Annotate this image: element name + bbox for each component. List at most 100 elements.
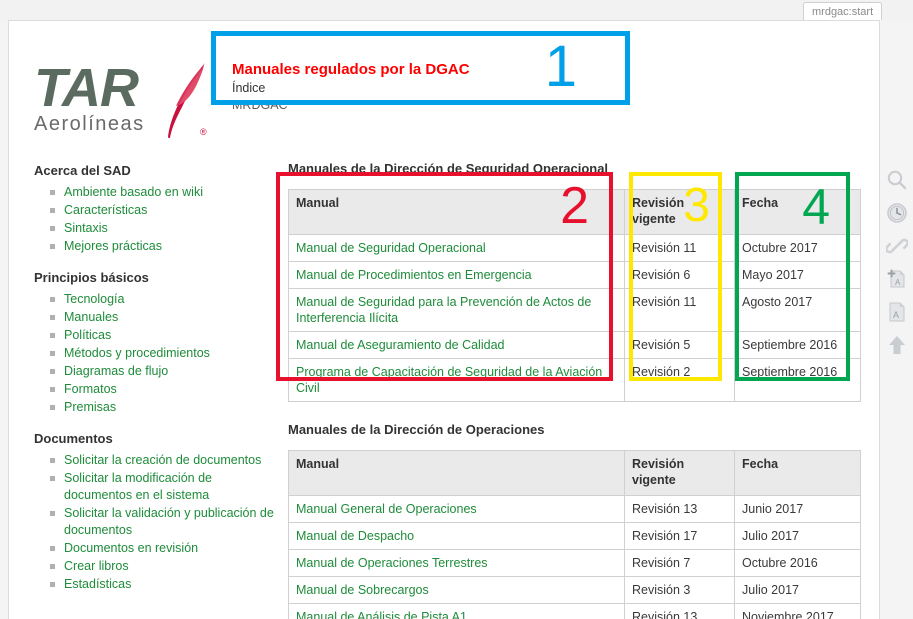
table-cell: Octubre 2016 <box>734 549 861 577</box>
sidebar-item[interactable]: Estadísticas <box>50 576 279 593</box>
title-panel: Manuales regulados por la DGAC Índice MR… <box>222 54 639 126</box>
table-caption: Manuales de la Dirección de Operaciones <box>288 422 545 437</box>
sidebar-section-list: Solicitar la creación de documentos Solic… <box>34 452 279 593</box>
manual-table-block: Manuales de la Dirección de Seguridad Op… <box>288 161 868 402</box>
column-header: Manual <box>288 450 625 496</box>
sidebar-item[interactable]: Características <box>50 202 279 219</box>
browser-tab-mrdgac[interactable]: mrdgac:start <box>803 2 883 20</box>
backlinks-chain-icon[interactable] <box>885 234 909 258</box>
manual-link-cell[interactable]: Manual de Seguridad Operacional <box>288 234 625 262</box>
sidebar-item[interactable]: Sintaxis <box>50 220 279 237</box>
table-row: Manual de Seguridad Operacional Revisión … <box>288 234 861 262</box>
sidebar-item[interactable]: Formatos <box>50 381 279 398</box>
manual-table-block: Manuales de la Dirección de Operaciones M… <box>288 422 868 619</box>
table-cell: Noviembre 2017 <box>734 603 861 619</box>
page-title: Manuales regulados por la DGAC <box>232 61 470 78</box>
table-row: Manual de Operaciones Terrestres Revisión… <box>288 549 861 577</box>
back-to-top-icon[interactable] <box>885 333 909 357</box>
sidebar-item[interactable]: Diagramas de flujo <box>50 363 279 380</box>
table-cell: Revisión 6 <box>624 261 735 289</box>
page-card: TAR Aerolíneas ® Manuales regulados por … <box>8 20 880 619</box>
logo-subtext: Aerolíneas <box>34 113 145 135</box>
table-cell: Revisión 13 <box>624 603 735 619</box>
sidebar-item[interactable]: Solicitar la creación de documentos <box>50 452 279 469</box>
manual-link-cell[interactable]: Manual de Análisis de Pista A1 <box>288 603 625 619</box>
table-cell: Septiembre 2016 <box>734 331 861 359</box>
table-cell: Revisión 7 <box>624 549 735 577</box>
table-cell: Octubre 2017 <box>734 234 861 262</box>
page-code: MRDGAC <box>232 98 288 112</box>
manual-link-cell[interactable]: Manual de Aseguramiento de Calidad <box>288 331 625 359</box>
sidebar-item[interactable]: Manuales <box>50 309 279 326</box>
table-row: Manual de Sobrecargos Revisión 3 Julio 201… <box>288 576 861 604</box>
table-cell: Revisión 13 <box>624 495 735 523</box>
add-pdf-icon[interactable]: A <box>885 267 909 291</box>
table-header-row: Manual Revisión vigente Fecha <box>288 189 861 235</box>
table-cell: Revisión 3 <box>624 576 735 604</box>
tar-aerolineas-logo[interactable]: TAR Aerolíneas ® <box>34 59 214 149</box>
column-header-line: Fecha <box>742 196 779 210</box>
table-row: Manual General de Operaciones Revisión 13… <box>288 495 861 523</box>
column-header: Manual <box>288 189 625 235</box>
sidebar-item[interactable]: Tecnología <box>50 291 279 308</box>
table-cell: Julio 2017 <box>734 522 861 550</box>
sidebar-item[interactable]: Métodos y procedimientos <box>50 345 279 362</box>
sidebar-spacer <box>34 256 279 270</box>
tab-strip: mrdgac:start <box>0 0 913 20</box>
column-header: Fecha <box>734 450 861 496</box>
manual-link-cell[interactable]: Manual General de Operaciones <box>288 495 625 523</box>
sidebar-item[interactable]: Solicitar la modificación de documentos … <box>50 470 279 504</box>
manual-link-cell[interactable]: Manual de Despacho <box>288 522 625 550</box>
manual-link-cell[interactable]: Manual de Seguridad para la Prevención d… <box>288 288 625 332</box>
sidebar-item[interactable]: Ambiente basado en wiki <box>50 184 279 201</box>
manual-link-cell[interactable]: Manual de Procedimientos en Emergencia <box>288 261 625 289</box>
sidebar-item[interactable]: Políticas <box>50 327 279 344</box>
feather-icon <box>168 63 205 138</box>
table-cell: Revisión 2 <box>624 358 735 402</box>
column-header-line: Manual <box>296 196 340 210</box>
manual-link-cell[interactable]: Programa de Capacitación de Seguridad de… <box>288 358 625 402</box>
table-cell: Revisión 17 <box>624 522 735 550</box>
sidebar-spacer <box>34 417 279 431</box>
table-row: Manual de Procedimientos en Emergencia Re… <box>288 261 861 289</box>
column-header-line: Fecha <box>742 457 779 471</box>
column-header-line: Manual <box>296 457 340 471</box>
table-caption: Manuales de la Dirección de Seguridad Op… <box>288 161 609 176</box>
manual-link-cell[interactable]: Manual de Operaciones Terrestres <box>288 549 625 577</box>
manuals-table: Manual Revisión vigente Fecha Manual de Segu… <box>288 189 861 402</box>
table-row: Manual de Análisis de Pista A1 Revisión 1… <box>288 603 861 619</box>
column-header: Fecha <box>734 189 861 235</box>
manual-link-cell[interactable]: Manual de Sobrecargos <box>288 576 625 604</box>
column-header: Revisión vigente <box>624 189 735 235</box>
table-cell: Junio 2017 <box>734 495 861 523</box>
page-subtitle: Índice <box>232 81 266 95</box>
table-cell: Julio 2017 <box>734 576 861 604</box>
sidebar-item[interactable]: Crear libros <box>50 558 279 575</box>
table-row: Manual de Aseguramiento de Calidad Revisi… <box>288 331 861 359</box>
column-header: Revisión vigente <box>624 450 735 496</box>
table-row: Manual de Despacho Revisión 17 Julio 2017 <box>288 522 861 550</box>
sidebar-item[interactable]: Mejores prácticas <box>50 238 279 255</box>
search-icon[interactable] <box>885 168 909 192</box>
sidebar-item[interactable]: Premisas <box>50 399 279 416</box>
table-cell: Revisión 5 <box>624 331 735 359</box>
sidebar-item[interactable]: Documentos en revisión <box>50 540 279 557</box>
logo-wordmark: TAR <box>34 58 139 118</box>
sidebar-section-heading: Principios básicos <box>34 270 149 285</box>
page-tools-toolbar: A A <box>881 20 913 619</box>
sidebar-item[interactable]: Solicitar la validación y publicación de… <box>50 505 279 539</box>
svg-text:A: A <box>893 310 899 320</box>
svg-text:A: A <box>895 278 901 287</box>
table-header-row: Manual Revisión vigente Fecha <box>288 450 861 496</box>
manuals-table: Manual Revisión vigente Fecha Manual General… <box>288 450 861 619</box>
export-pdf-icon[interactable]: A <box>885 300 909 324</box>
table-cell: Septiembre 2016 <box>734 358 861 402</box>
column-header-line: Revisión <box>632 196 685 210</box>
history-clock-icon[interactable] <box>885 201 909 225</box>
sidebar-nav: Acerca del SAD Ambiente basado en wiki Car… <box>34 163 279 594</box>
registered-mark: ® <box>200 127 207 137</box>
column-header-line: Revisión <box>632 457 685 471</box>
sidebar-section-heading: Documentos <box>34 431 113 446</box>
sidebar-section-heading: Acerca del SAD <box>34 163 131 178</box>
